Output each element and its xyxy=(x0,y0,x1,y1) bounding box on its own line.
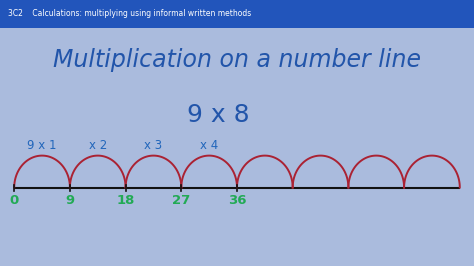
Text: 9 x 8: 9 x 8 xyxy=(187,103,249,127)
Text: 27: 27 xyxy=(172,194,191,206)
Text: 3C2    Calculations: multiplying using informal written methods: 3C2 Calculations: multiplying using info… xyxy=(8,10,251,19)
Text: x 4: x 4 xyxy=(200,139,219,152)
Text: 0: 0 xyxy=(9,194,19,206)
Text: 36: 36 xyxy=(228,194,246,206)
Text: Multiplication on a number line: Multiplication on a number line xyxy=(53,48,421,72)
Text: 18: 18 xyxy=(117,194,135,206)
Text: x 2: x 2 xyxy=(89,139,107,152)
Text: 9: 9 xyxy=(65,194,74,206)
Text: x 3: x 3 xyxy=(145,139,163,152)
Bar xyxy=(0,0,474,28)
Text: 9 x 1: 9 x 1 xyxy=(27,139,57,152)
